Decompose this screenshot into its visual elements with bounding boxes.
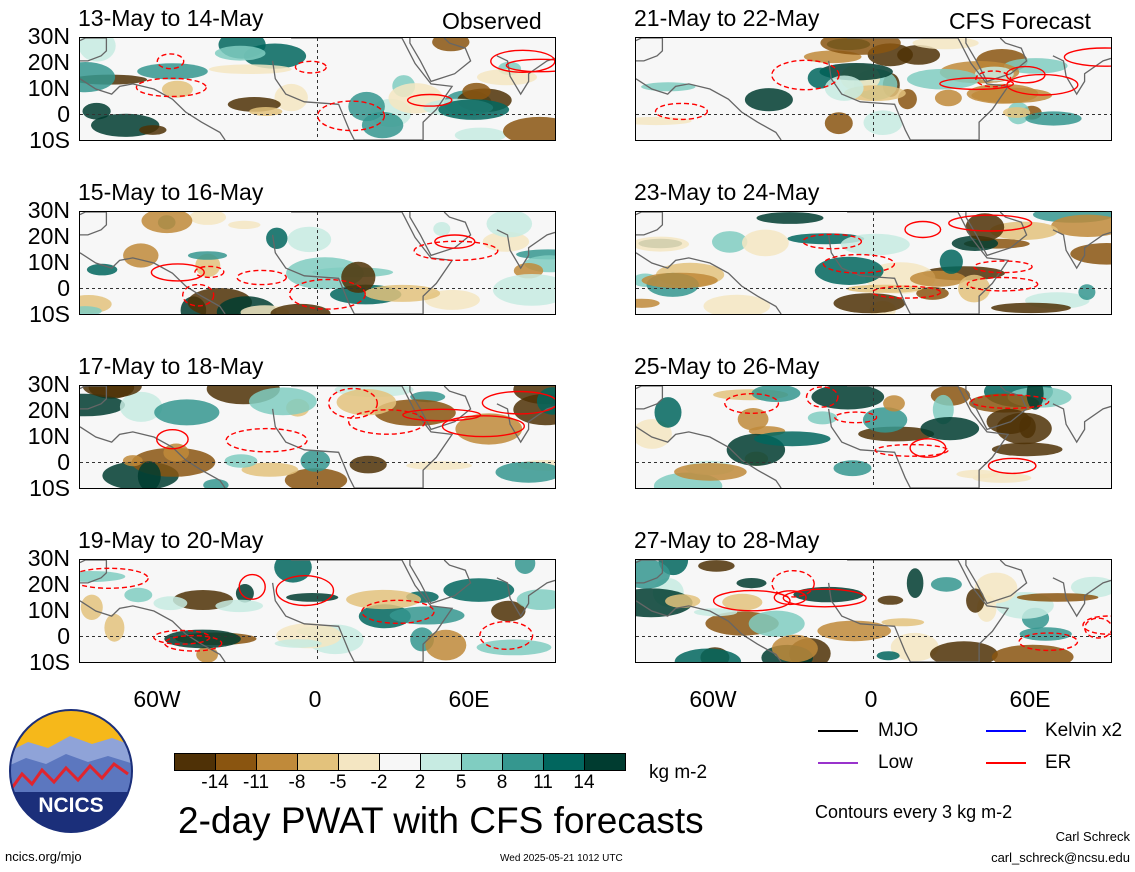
colorbar-segment [543, 753, 585, 771]
colorbar-segment [502, 753, 544, 771]
footer-email[interactable]: carl_schreck@ncsu.edu [991, 850, 1130, 865]
panel-title-5: 17-May to 18-May [78, 353, 264, 379]
colorbar-tick: -5 [329, 772, 347, 793]
lat-label: 10N [27, 249, 70, 275]
lon-label: 60W [133, 686, 181, 712]
lon-label: 60E [1009, 686, 1051, 712]
figure-title: 2-day PWAT with CFS forecasts [178, 800, 704, 841]
lat-label: 20N [27, 397, 70, 423]
colorbar-segment [461, 753, 503, 771]
legend-label-mjo: MJO [878, 720, 919, 741]
map-panel-obs-1 [79, 37, 556, 141]
panel-title-6: 25-May to 26-May [634, 353, 820, 379]
ncics-logo-text: NCICS [38, 794, 103, 817]
legend-label-er: ER [1045, 752, 1072, 773]
colorbar-segment [379, 753, 421, 771]
contour-note: Contours every 3 kg m-2 [815, 802, 1013, 822]
lat-label: 30N [27, 371, 70, 397]
colorbar-segment [584, 753, 626, 771]
lat-label: 10S [29, 127, 70, 153]
lat-label: 30N [27, 23, 70, 49]
colorbar-tick: 5 [455, 772, 467, 793]
panel-title-4: 23-May to 24-May [634, 179, 820, 205]
lat-label: 0 [57, 275, 70, 301]
map-panel-fcst-2 [635, 211, 1112, 315]
panel-title-2: 21-May to 22-May [634, 5, 820, 31]
map-panel-fcst-1 [635, 37, 1112, 141]
colorbar-segment [338, 753, 380, 771]
colorbar-tick: -8 [288, 772, 306, 793]
colorbar-tick: -11 [242, 772, 270, 793]
lat-label: 10N [27, 75, 70, 101]
panel-title-3: 15-May to 16-May [78, 179, 264, 205]
lat-label: 20N [27, 49, 70, 75]
colorbar-tick: 2 [414, 772, 426, 793]
footer-timestamp: Wed 2025-05-21 1012 UTC [500, 853, 623, 864]
legend-label-kelvin: Kelvin x2 [1045, 720, 1123, 741]
lat-label: 10N [27, 423, 70, 449]
lat-label: 30N [27, 197, 70, 223]
panel-title-1: 13-May to 14-May [78, 5, 264, 31]
lon-label: 60E [448, 686, 490, 712]
map-panel-fcst-3 [635, 385, 1112, 489]
lat-label: 20N [27, 571, 70, 597]
colorbar-segment [297, 753, 339, 771]
map-panel-obs-4 [79, 559, 556, 663]
lat-label: 30N [27, 545, 70, 571]
map-panel-obs-2 [79, 211, 556, 315]
lat-label: 10S [29, 301, 70, 327]
colorbar-segment [420, 753, 462, 771]
lat-label: 20N [27, 223, 70, 249]
lon-label: 60W [689, 686, 737, 712]
map-panel-obs-3 [79, 385, 556, 489]
footer-author: Carl Schreck [1055, 829, 1130, 844]
forecast-label: CFS Forecast [949, 8, 1091, 34]
lon-label: 0 [308, 686, 322, 712]
lat-label: 0 [57, 623, 70, 649]
legend-line-kelvin [986, 730, 1026, 732]
colorbar-tick: 8 [496, 772, 508, 793]
lat-label: 10N [27, 597, 70, 623]
legend-line-mjo [818, 730, 858, 732]
colorbar-segment [215, 753, 257, 771]
colorbar-unit: kg m-2 [649, 762, 708, 783]
lon-label: 0 [864, 686, 878, 712]
map-panel-fcst-4 [635, 559, 1112, 663]
ncics-logo: NCICS [8, 708, 134, 834]
colorbar-segment [174, 753, 216, 771]
lat-label: 10S [29, 475, 70, 501]
colorbar-tick: 11 [533, 772, 553, 793]
legend-line-er [986, 762, 1026, 764]
lat-label: 0 [57, 449, 70, 475]
legend-label-low: Low [878, 752, 913, 773]
lat-label: 0 [57, 101, 70, 127]
colorbar-tick: 14 [573, 772, 595, 793]
colorbar-segment [256, 753, 298, 771]
panel-title-7: 19-May to 20-May [78, 527, 264, 553]
colorbar-tick: -14 [201, 772, 229, 793]
observed-label: Observed [442, 8, 542, 34]
colorbar-tick: -2 [370, 772, 388, 793]
panel-title-8: 27-May to 28-May [634, 527, 820, 553]
footer-url[interactable]: ncics.org/mjo [5, 849, 82, 864]
lat-label: 10S [29, 649, 70, 675]
legend-line-low [818, 762, 858, 764]
